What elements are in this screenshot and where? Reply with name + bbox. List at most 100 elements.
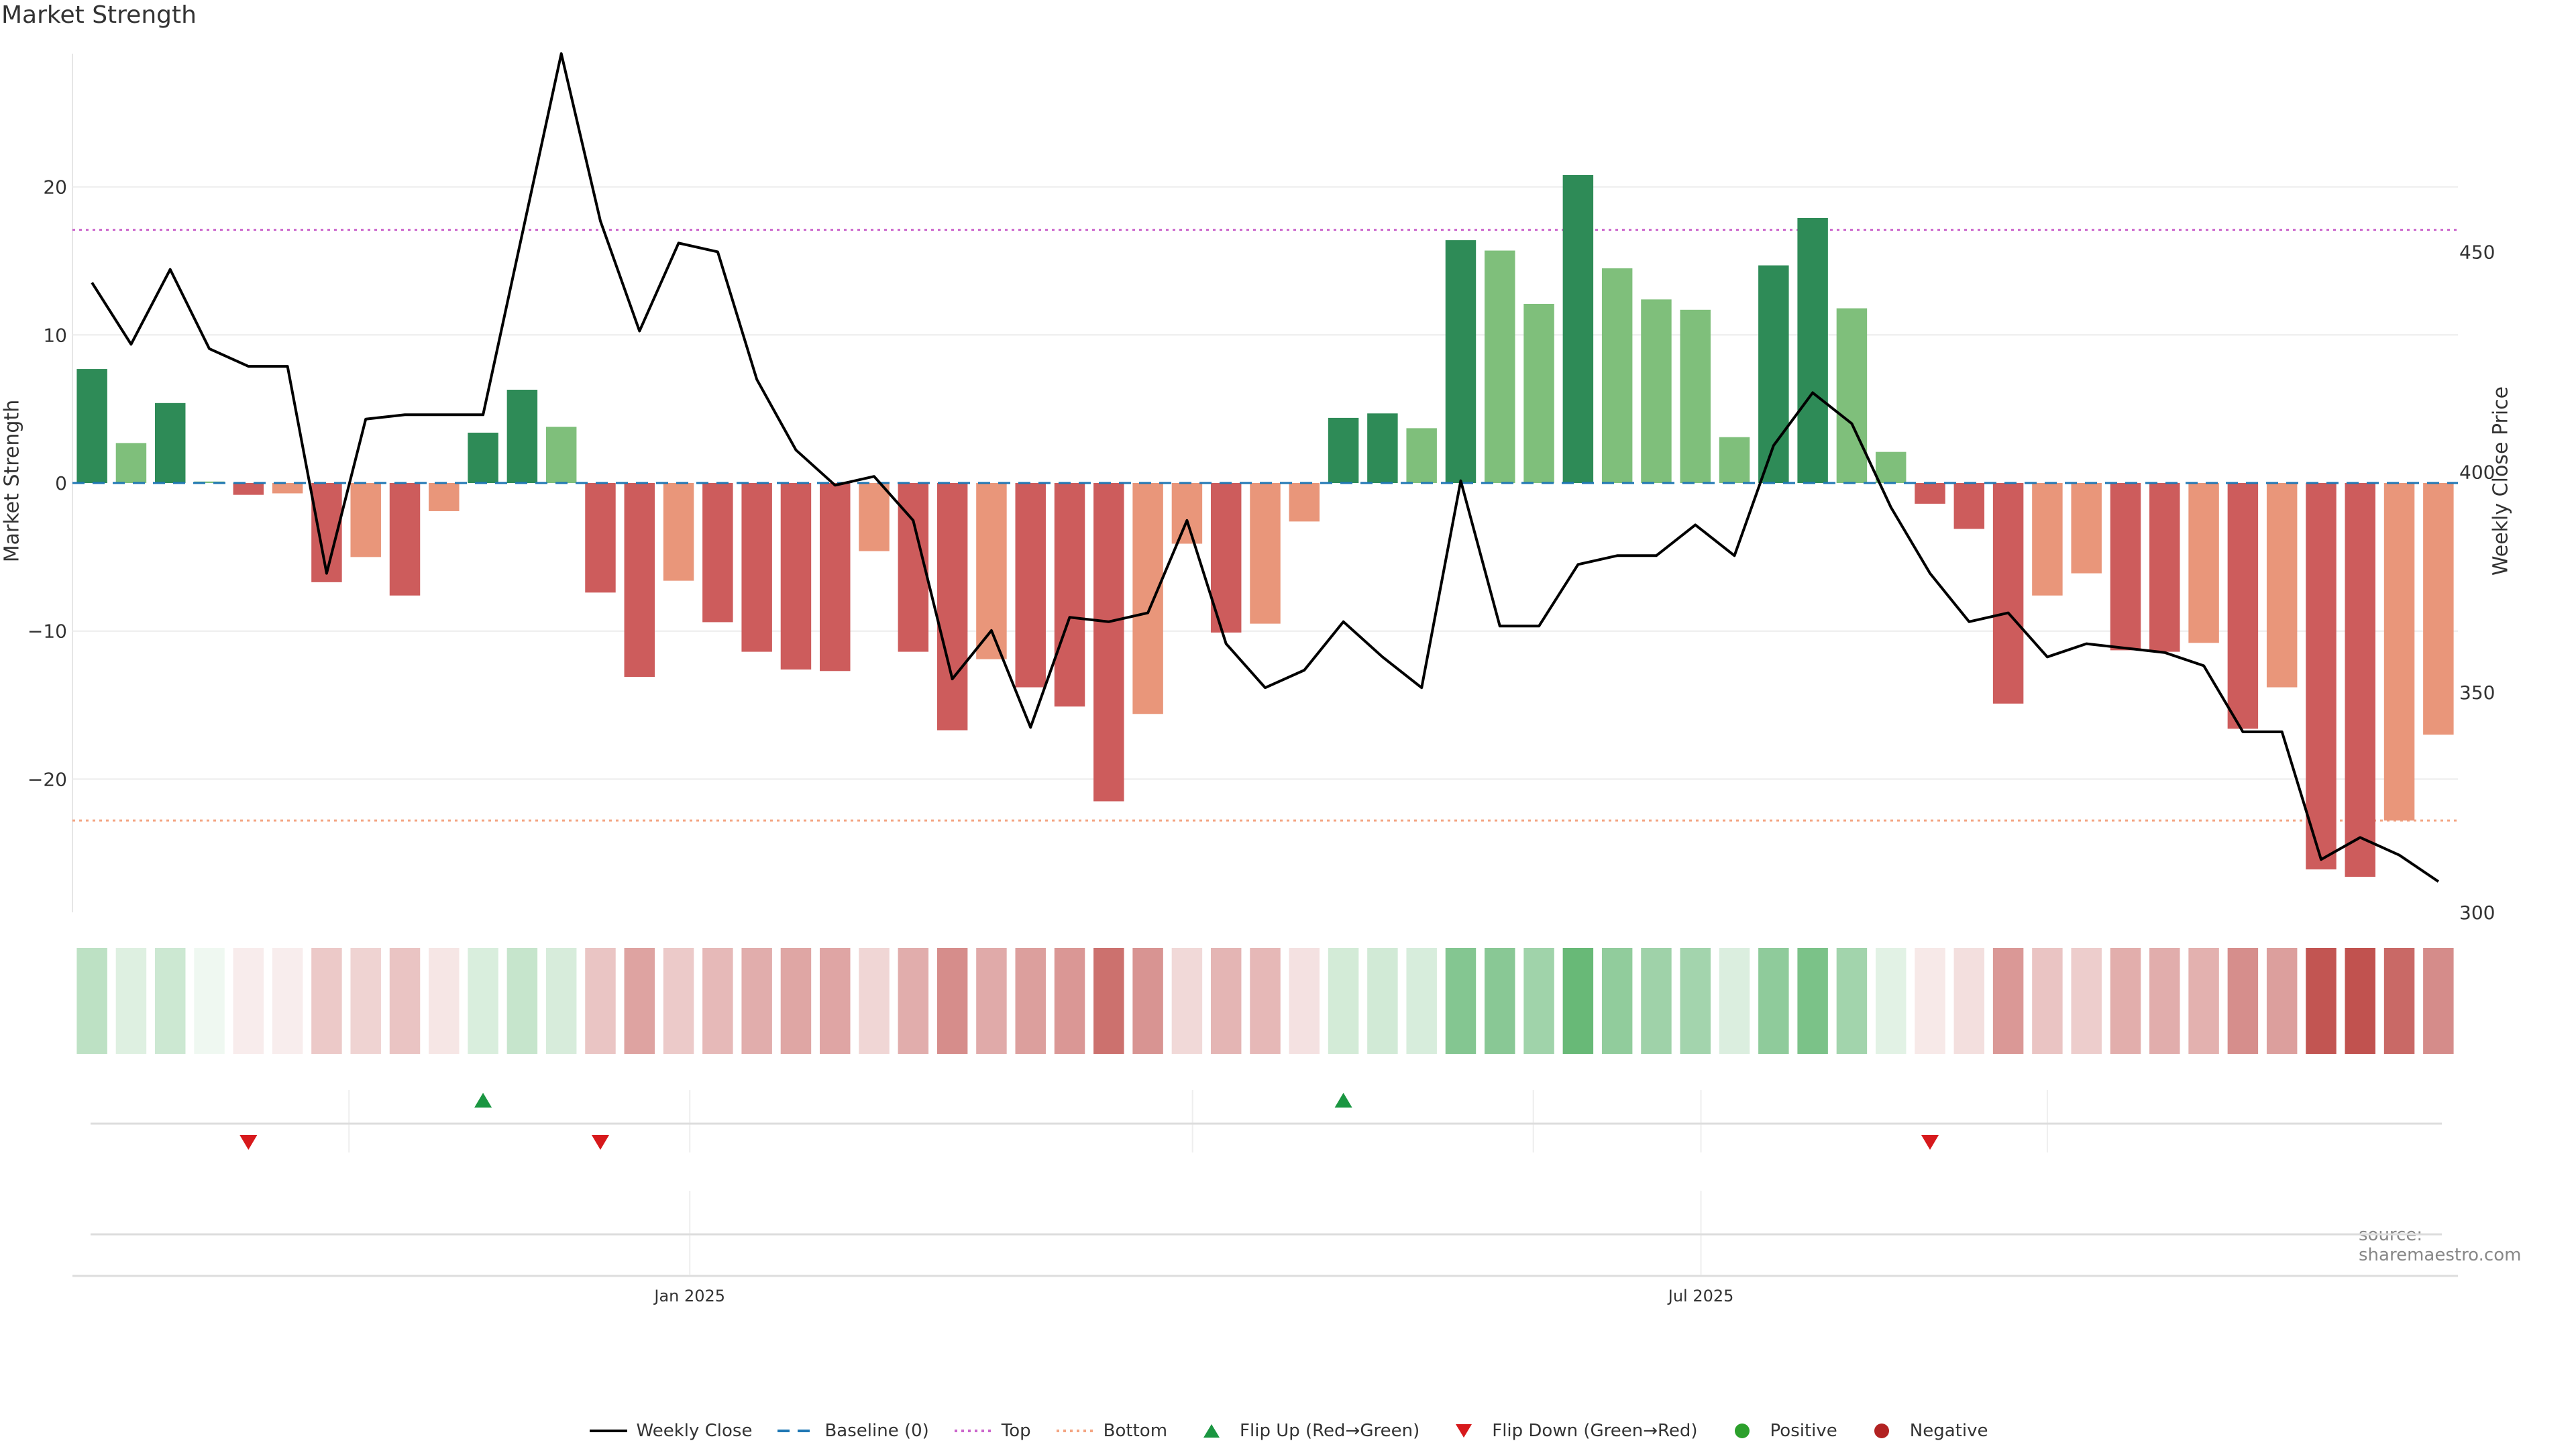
strength-bar: [2423, 483, 2454, 735]
strength-bar: [1445, 240, 1477, 483]
heatmap-cell: [1953, 948, 1985, 1054]
flip-down-marker: [239, 1135, 258, 1150]
legend-label: Baseline (0): [824, 1421, 929, 1441]
strength-bar: [936, 483, 968, 731]
strength-bar: [1250, 483, 1281, 624]
heatmap-cell: [1445, 948, 1477, 1054]
strength-bar: [233, 483, 264, 495]
y-tick-right-label: 300: [2459, 902, 2495, 924]
strength-bar: [2266, 483, 2298, 688]
heatmap-cell: [506, 948, 538, 1054]
strength-bar: [820, 483, 851, 672]
y-tick-left-label: −20: [28, 768, 67, 790]
heatmap-cell: [1758, 948, 1789, 1054]
strength-bar: [194, 481, 225, 483]
heatmap-cell: [2423, 948, 2454, 1054]
strength-bar: [389, 483, 421, 596]
strength-bar: [1289, 483, 1320, 522]
heatmap-cell: [1485, 948, 1515, 1054]
heatmap-cell: [2306, 948, 2337, 1054]
strength-bar: [1992, 483, 2024, 704]
heatmap-cell: [1171, 948, 1203, 1054]
legend-item: Weekly Close: [588, 1421, 753, 1441]
heatmap-cell: [389, 948, 421, 1054]
heatmap-cell: [2032, 948, 2063, 1054]
y-tick-right-label: 350: [2459, 682, 2495, 704]
strength-bar: [1680, 309, 1711, 483]
strength-bar: [155, 402, 186, 483]
heatmap-cell: [468, 948, 498, 1054]
strength-bar: [1953, 483, 1985, 529]
strength-bar: [1758, 265, 1789, 483]
heatmap-cell: [76, 948, 107, 1054]
flip-up-marker: [474, 1093, 492, 1108]
strength-bar: [1054, 483, 1085, 707]
heatmap-cell: [1015, 948, 1046, 1054]
x-tick-label: Jul 2025: [1667, 1287, 1734, 1305]
heatmap-cell: [2110, 948, 2141, 1054]
strength-bar: [468, 432, 498, 483]
heatmap-cell: [859, 948, 890, 1054]
heatmap-cell: [2071, 948, 2102, 1054]
legend-item: Negative: [1862, 1421, 1988, 1441]
heatmap-cell: [1915, 948, 1945, 1054]
weekly-close-line: [91, 52, 2440, 883]
heatmap-cell: [1719, 948, 1750, 1054]
strength-bar: [741, 483, 772, 652]
x-tick-label: Jan 2025: [653, 1287, 725, 1305]
strength-bar: [2227, 483, 2259, 729]
strength-bar: [429, 483, 460, 511]
strength-bar: [1719, 437, 1750, 483]
strength-bar: [1523, 303, 1554, 483]
y-tick-right-label: 400: [2459, 462, 2495, 484]
heatmap-cell: [155, 948, 186, 1054]
strength-bar: [1601, 268, 1633, 483]
legend-label: Flip Down (Green→Red): [1492, 1421, 1698, 1441]
strength-bar: [1915, 483, 1945, 504]
strength-bar: [2345, 483, 2375, 877]
strength-bar: [663, 483, 694, 581]
heatmap-cell: [2188, 948, 2219, 1054]
legend-label: Weekly Close: [636, 1421, 753, 1441]
heatmap-cell: [1132, 948, 1163, 1054]
heatmap-cell: [1210, 948, 1242, 1054]
heatmap-cell: [1641, 948, 1672, 1054]
heatmap-cell: [741, 948, 772, 1054]
strength-bar: [1562, 174, 1594, 483]
legend-item: Bottom: [1055, 1421, 1167, 1441]
strength-bar: [1406, 428, 1437, 483]
strength-bar: [1093, 483, 1124, 802]
heatmap-cell: [2345, 948, 2375, 1054]
legend-item: Flip Down (Green→Red): [1444, 1421, 1698, 1441]
flip-down-marker: [591, 1135, 609, 1150]
heatmap-cell: [1836, 948, 1868, 1054]
heatmap-cell: [1797, 948, 1828, 1054]
strength-bar: [1132, 483, 1163, 714]
heatmap-cell: [1367, 948, 1398, 1054]
y-tick-left-label: 10: [43, 324, 67, 346]
heatmap-cell: [1406, 948, 1437, 1054]
y-tick-right-label: 450: [2459, 241, 2495, 263]
heatmap-cell: [233, 948, 264, 1054]
heatmap-cell: [702, 948, 733, 1054]
y-tick-left-label: −10: [28, 621, 67, 643]
strength-bar: [1328, 417, 1359, 483]
heatmap-cell: [1250, 948, 1281, 1054]
heatmap-cell: [976, 948, 1007, 1054]
strength-bar: [2110, 483, 2141, 651]
legend-label: Flip Up (Red→Green): [1240, 1421, 1420, 1441]
strength-bar: [350, 483, 381, 557]
flip-down-marker: [1921, 1135, 1939, 1150]
heatmap-cell: [115, 948, 147, 1054]
legend-label: Negative: [1909, 1421, 1988, 1441]
heatmap-cell: [2266, 948, 2298, 1054]
strength-bar: [1875, 451, 1907, 483]
heatmap-cell: [585, 948, 616, 1054]
market-strength-chart: −20 −10 0 10 20 300 350 400 450 Jan 2025 Jul 2025: [28, 52, 2495, 1305]
flip-up-marker: [1334, 1093, 1352, 1108]
strength-bar: [1171, 483, 1203, 544]
heatmap-cell: [2227, 948, 2259, 1054]
legend-label: Bottom: [1103, 1421, 1168, 1441]
heatmap-cell: [1054, 948, 1085, 1054]
strength-bar: [702, 483, 733, 623]
